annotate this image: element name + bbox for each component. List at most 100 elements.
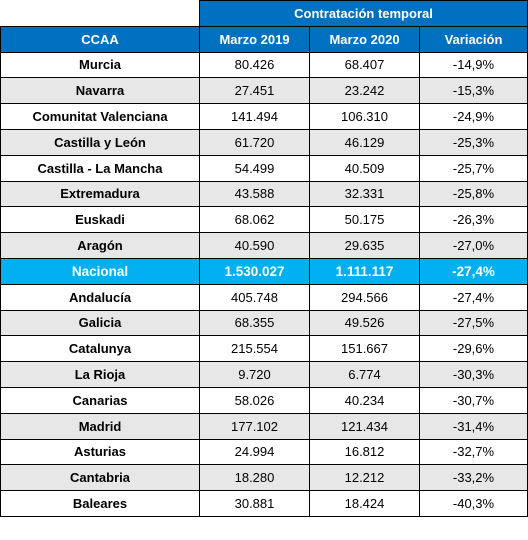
table-body: Murcia 80.426 68.407 -14,9% Navarra 27.4… [0,51,528,517]
table-row: Asturias 24.994 16.812 -32,7% [0,438,528,466]
column-header-variacion: Variación [419,25,528,53]
marzo-2019-cell: 1.530.027 [199,257,310,285]
table-row: Galicia 68.355 49.526 -27,5% [0,309,528,337]
region-cell: Navarra [0,77,200,105]
marzo-2020-cell: 23.242 [309,77,420,105]
variacion-cell: -15,3% [419,77,528,105]
table-row: Navarra 27.451 23.242 -15,3% [0,77,528,105]
group-title: Contratación temporal [199,0,528,27]
table-row: Euskadi 68.062 50.175 -26,3% [0,206,528,234]
variacion-cell: -30,7% [419,386,528,414]
region-cell: Murcia [0,51,200,79]
marzo-2020-cell: 32.331 [309,180,420,208]
region-cell: Baleares [0,490,200,517]
marzo-2020-cell: 294.566 [309,283,420,311]
variacion-cell: -27,0% [419,232,528,259]
marzo-2020-cell: 40.509 [309,154,420,182]
variacion-cell: -31,4% [419,412,528,440]
variacion-cell: -24,9% [419,103,528,130]
marzo-2019-cell: 40.590 [199,232,310,259]
region-cell: Extremadura [0,180,200,208]
marzo-2019-cell: 141.494 [199,103,310,130]
region-cell: Andalucía [0,283,200,311]
marzo-2020-cell: 46.129 [309,128,420,156]
empty-corner-cell [0,0,200,27]
column-header-marzo-2020: Marzo 2020 [309,25,420,53]
region-cell: Castilla y León [0,128,200,156]
marzo-2019-cell: 27.451 [199,77,310,105]
marzo-2020-cell: 29.635 [309,232,420,259]
region-cell: Aragón [0,232,200,259]
marzo-2020-cell: 106.310 [309,103,420,130]
marzo-2020-cell: 40.234 [309,386,420,414]
marzo-2019-cell: 24.994 [199,438,310,466]
variacion-cell: -25,7% [419,154,528,182]
temporary-contracts-table: Contratación temporal CCAA Marzo 2019 Ma… [0,0,528,517]
table-row: Castilla - La Mancha 54.499 40.509 -25,7… [0,154,528,182]
column-header-ccaa: CCAA [0,25,200,53]
table-row: Catalunya 215.554 151.667 -29,6% [0,335,528,363]
variacion-cell: -25,8% [419,180,528,208]
marzo-2019-cell: 177.102 [199,412,310,440]
marzo-2019-cell: 68.062 [199,206,310,234]
marzo-2019-cell: 30.881 [199,490,310,517]
marzo-2019-cell: 61.720 [199,128,310,156]
region-cell: Euskadi [0,206,200,234]
column-header-row: CCAA Marzo 2019 Marzo 2020 Variación [0,25,528,53]
column-header-marzo-2019: Marzo 2019 [199,25,310,53]
marzo-2019-cell: 80.426 [199,51,310,79]
marzo-2020-cell: 121.434 [309,412,420,440]
region-cell: Castilla - La Mancha [0,154,200,182]
region-cell: Madrid [0,412,200,440]
region-cell: La Rioja [0,361,200,388]
group-header-row: Contratación temporal [0,0,528,27]
variacion-cell: -33,2% [419,464,528,492]
variacion-cell: -40,3% [419,490,528,517]
variacion-cell: -27,4% [419,257,528,285]
marzo-2020-cell: 49.526 [309,309,420,337]
table-row: Canarias 58.026 40.234 -30,7% [0,386,528,414]
region-cell: Comunitat Valenciana [0,103,200,130]
national-total-row: Nacional 1.530.027 1.111.117 -27,4% [0,257,528,285]
table-row: Aragón 40.590 29.635 -27,0% [0,232,528,259]
marzo-2019-cell: 43.588 [199,180,310,208]
marzo-2019-cell: 215.554 [199,335,310,363]
marzo-2020-cell: 16.812 [309,438,420,466]
marzo-2019-cell: 9.720 [199,361,310,388]
variacion-cell: -27,4% [419,283,528,311]
table-row: Cantabria 18.280 12.212 -33,2% [0,464,528,492]
marzo-2019-cell: 68.355 [199,309,310,337]
marzo-2020-cell: 6.774 [309,361,420,388]
table-row: Castilla y León 61.720 46.129 -25,3% [0,128,528,156]
region-cell: Canarias [0,386,200,414]
variacion-cell: -26,3% [419,206,528,234]
region-cell: Nacional [0,257,200,285]
marzo-2020-cell: 151.667 [309,335,420,363]
marzo-2020-cell: 68.407 [309,51,420,79]
region-cell: Catalunya [0,335,200,363]
marzo-2019-cell: 18.280 [199,464,310,492]
table-row: Comunitat Valenciana 141.494 106.310 -24… [0,103,528,130]
marzo-2019-cell: 405.748 [199,283,310,311]
table-row: Murcia 80.426 68.407 -14,9% [0,51,528,79]
region-cell: Cantabria [0,464,200,492]
region-cell: Asturias [0,438,200,466]
table-row: Baleares 30.881 18.424 -40,3% [0,490,528,517]
table-row: Madrid 177.102 121.434 -31,4% [0,412,528,440]
variacion-cell: -30,3% [419,361,528,388]
marzo-2020-cell: 18.424 [309,490,420,517]
variacion-cell: -32,7% [419,438,528,466]
table-row: Extremadura 43.588 32.331 -25,8% [0,180,528,208]
marzo-2020-cell: 12.212 [309,464,420,492]
variacion-cell: -27,5% [419,309,528,337]
variacion-cell: -25,3% [419,128,528,156]
table-row: La Rioja 9.720 6.774 -30,3% [0,361,528,388]
marzo-2020-cell: 1.111.117 [309,257,420,285]
variacion-cell: -29,6% [419,335,528,363]
marzo-2020-cell: 50.175 [309,206,420,234]
marzo-2019-cell: 54.499 [199,154,310,182]
variacion-cell: -14,9% [419,51,528,79]
marzo-2019-cell: 58.026 [199,386,310,414]
region-cell: Galicia [0,309,200,337]
table-row: Andalucía 405.748 294.566 -27,4% [0,283,528,311]
